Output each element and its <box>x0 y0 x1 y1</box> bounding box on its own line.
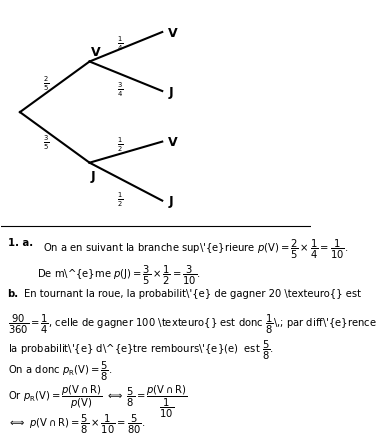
Text: V: V <box>168 136 178 149</box>
Text: $\frac{1}{2}$: $\frac{1}{2}$ <box>117 190 124 208</box>
Text: $\frac{3}{4}$: $\frac{3}{4}$ <box>117 81 124 99</box>
Text: De m\^{e}me $p(\mathrm{J})=\dfrac{3}{5}\times\dfrac{1}{2}=\dfrac{3}{10}$.: De m\^{e}me $p(\mathrm{J})=\dfrac{3}{5}\… <box>37 263 200 286</box>
Text: V: V <box>168 26 178 39</box>
Text: $\frac{3}{5}$: $\frac{3}{5}$ <box>43 133 50 152</box>
Text: J: J <box>168 194 173 208</box>
Text: En tournant la roue, la probabilit\'{e} de gagner 20 \texteuro{} est: En tournant la roue, la probabilit\'{e} … <box>24 288 361 298</box>
Text: $\frac{1}{2}$: $\frac{1}{2}$ <box>117 135 124 153</box>
Text: V: V <box>91 46 101 59</box>
Text: $\frac{1}{4}$: $\frac{1}{4}$ <box>117 34 124 53</box>
Text: $\frac{2}{5}$: $\frac{2}{5}$ <box>43 74 50 92</box>
Text: On a donc $p_{\mathrm{R}}(\mathrm{V})=\dfrac{5}{8}$.: On a donc $p_{\mathrm{R}}(\mathrm{V})=\d… <box>8 359 112 382</box>
Text: J: J <box>91 170 96 183</box>
Text: b.: b. <box>8 288 19 298</box>
Text: $\dfrac{90}{360}=\dfrac{1}{4}$, celle de gagner 100 \texteuro{} est donc $\dfrac: $\dfrac{90}{360}=\dfrac{1}{4}$, celle de… <box>8 312 377 335</box>
Text: Or $p_{\mathrm{R}}(\mathrm{V})=\dfrac{p(\mathrm{V}\cap \mathrm{R})}{p(\mathrm{V}: Or $p_{\mathrm{R}}(\mathrm{V})=\dfrac{p(… <box>8 383 187 419</box>
Text: la probabilit\'{e} d\^{e}tre rembours\'{e}(e)  est $\dfrac{5}{8}$.: la probabilit\'{e} d\^{e}tre rembours\'{… <box>8 338 274 361</box>
Text: 1. a.: 1. a. <box>8 238 33 248</box>
Text: On a en suivant la branche sup\'{e}rieure $p(\mathrm{V})=\dfrac{2}{5}\times\dfra: On a en suivant la branche sup\'{e}rieur… <box>43 238 348 261</box>
Text: $\Longleftrightarrow\ p(\mathrm{V}\cap\mathrm{R})=\dfrac{5}{8}\times\dfrac{1}{10: $\Longleftrightarrow\ p(\mathrm{V}\cap\m… <box>8 411 145 434</box>
Text: J: J <box>168 85 173 98</box>
